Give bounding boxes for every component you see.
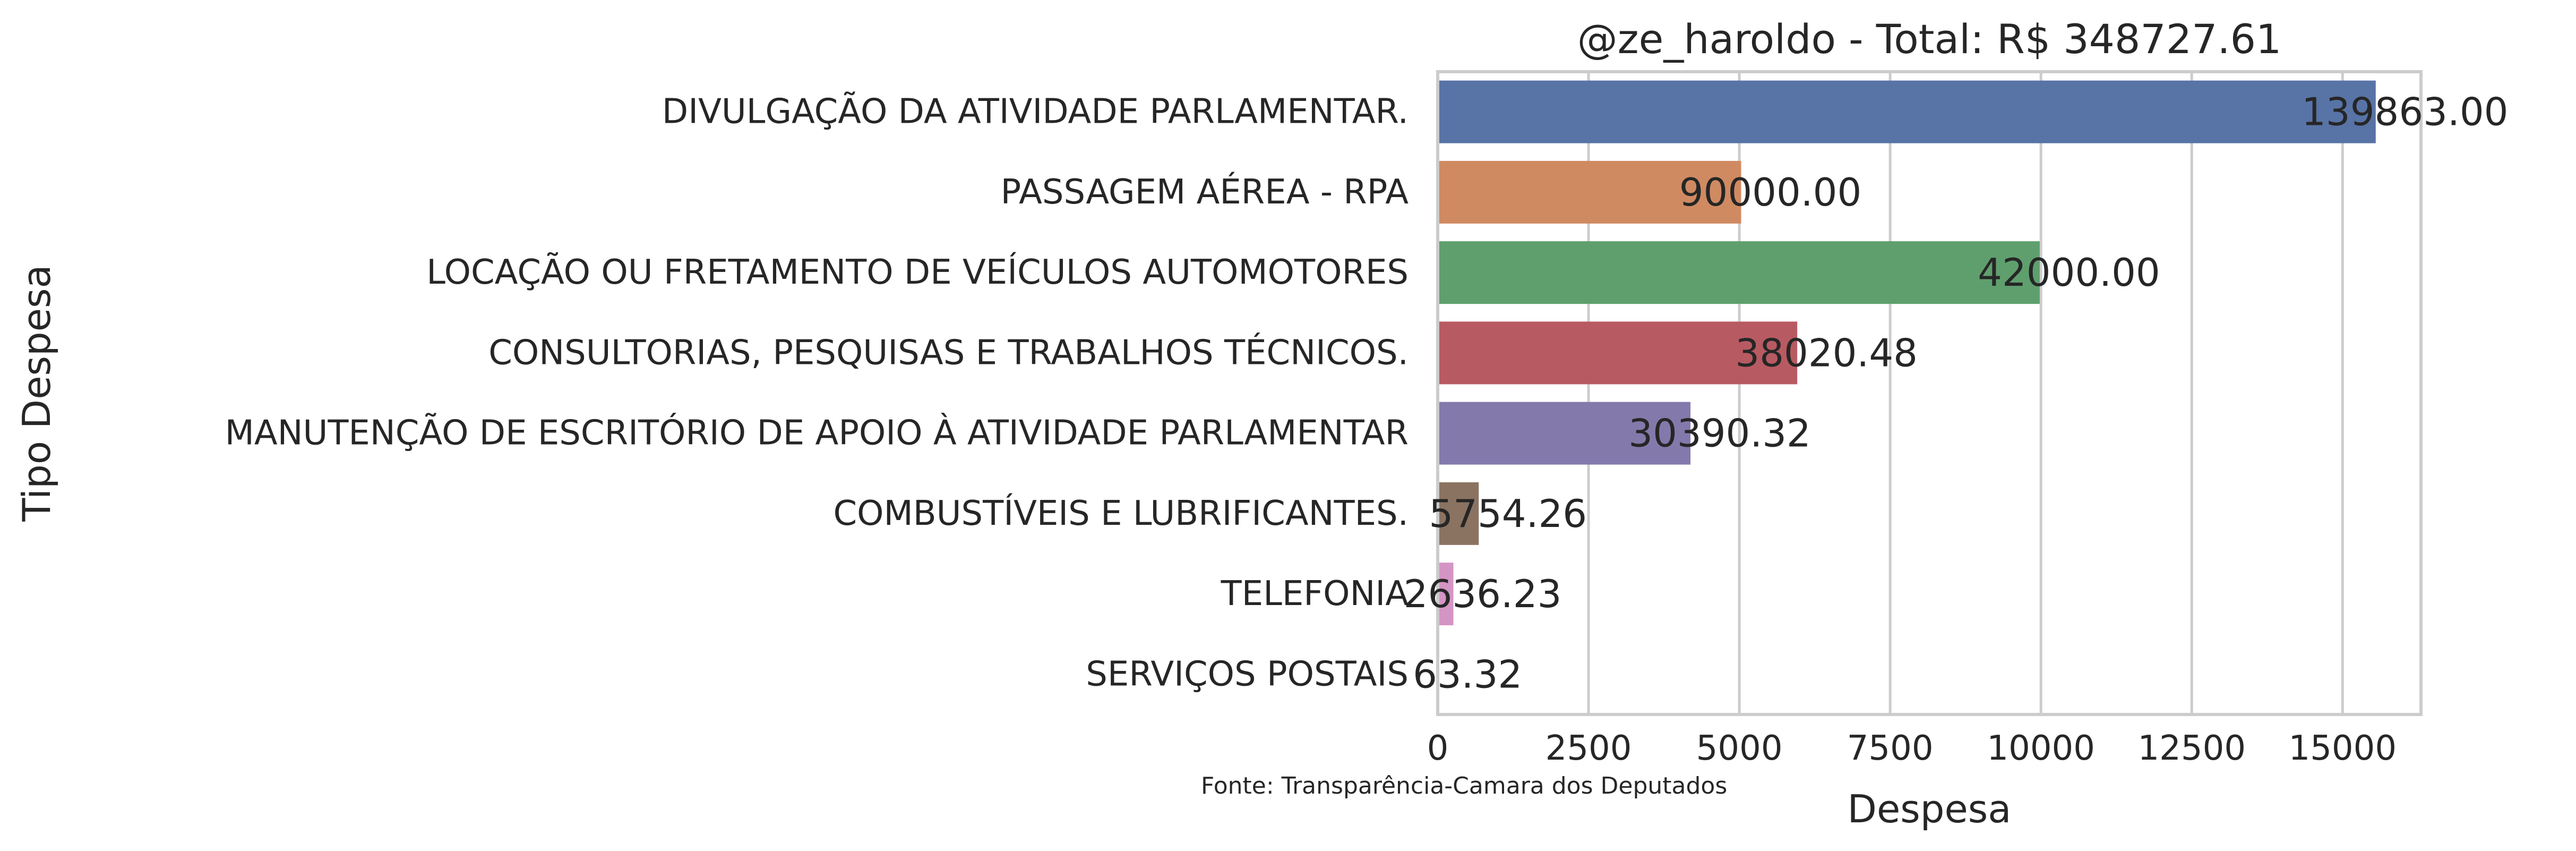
- value-label: 63.32: [1413, 652, 1522, 696]
- x-tick-labels: 0 2500 5000 7500 10000 12500 15000: [1427, 729, 2397, 768]
- category-label: DIVULGAÇÃO DA ATIVIDADE PARLAMENTAR.: [662, 92, 1409, 132]
- bar: [1438, 80, 2376, 143]
- value-label: 90000.00: [1679, 170, 1862, 215]
- source-note: Fonte: Transparência-Camara dos Deputado…: [1201, 772, 1727, 799]
- category-label: PASSAGEM AÉREA - RPA: [1001, 172, 1409, 212]
- value-label: 30390.32: [1628, 411, 1811, 456]
- bar: [1438, 482, 1479, 545]
- category-label: TELEFONIA: [1221, 574, 1409, 614]
- bar: [1438, 321, 1798, 385]
- x-tick-label: 7500: [1847, 729, 1934, 768]
- bars: [1438, 80, 2376, 706]
- bar: [1438, 402, 1691, 465]
- category-label: CONSULTORIAS, PESQUISAS E TRABALHOS TÉCN…: [488, 332, 1409, 372]
- x-tick-label: 12500: [2137, 729, 2246, 768]
- category-label: SERVIÇOS POSTAIS: [1086, 654, 1409, 694]
- y-axis-title: Tipo Despesa: [14, 265, 59, 522]
- value-label: 139863.00: [2302, 90, 2508, 134]
- bar: [1438, 563, 1454, 626]
- plot-frame: [1436, 70, 2423, 716]
- chart-title: @ze_haroldo - Total: R$ 348727.61: [1577, 15, 2282, 63]
- x-tick-label: 2500: [1545, 729, 1632, 768]
- value-label: 38020.48: [1735, 330, 1918, 375]
- value-label: 5754.26: [1429, 491, 1587, 536]
- x-tick-label: 5000: [1696, 729, 1783, 768]
- category-label: LOCAÇÃO OU FRETAMENTO DE VEÍCULOS AUTOMO…: [426, 252, 1409, 292]
- value-label: 42000.00: [1978, 250, 2160, 295]
- bar: [1438, 241, 2040, 304]
- x-axis-title: Despesa: [1848, 787, 2012, 831]
- category-labels: DIVULGAÇÃO DA ATIVIDADE PARLAMENTAR. PASS…: [225, 92, 1409, 694]
- axes-frame: [1436, 70, 2423, 716]
- category-label: MANUTENÇÃO DE ESCRITÓRIO DE APOIO À ATIV…: [225, 413, 1409, 453]
- x-tick-label: 15000: [2288, 729, 2397, 768]
- category-label: COMBUSTÍVEIS E LUBRIFICANTES.: [833, 493, 1409, 533]
- bar: [1438, 160, 1741, 224]
- x-tick-label: 0: [1427, 729, 1449, 768]
- x-tick-label: 10000: [1987, 729, 2095, 768]
- value-labels: 139863.00 90000.00 42000.00 38020.48 30390.3…: [1404, 90, 2509, 697]
- value-label: 2636.23: [1404, 572, 1562, 616]
